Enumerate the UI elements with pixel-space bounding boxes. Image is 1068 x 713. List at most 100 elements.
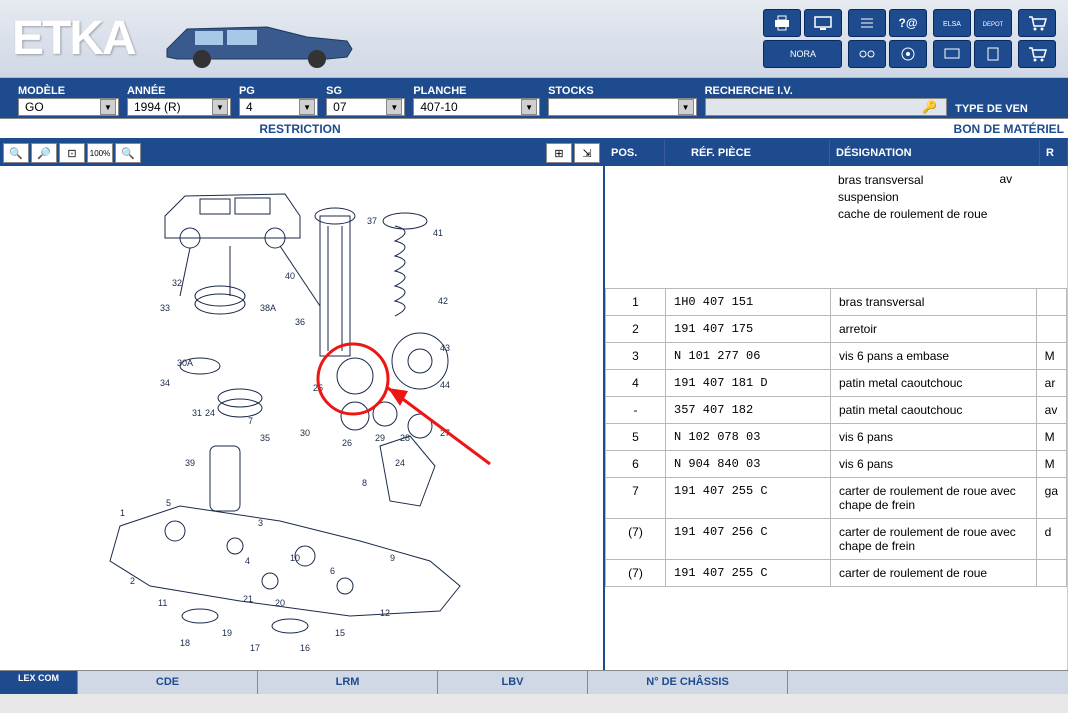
list-icon[interactable] <box>848 9 886 37</box>
modele-select[interactable]: GO▼ <box>18 98 119 116</box>
cart2-icon[interactable] <box>1018 40 1056 68</box>
table-row[interactable]: 4191 407 181 Dpatin metal caoutchoucar <box>606 370 1067 397</box>
top-description: bras transversal suspension cache de rou… <box>830 166 995 228</box>
link-icon[interactable] <box>848 40 886 68</box>
cell-pos: 1 <box>606 289 666 316</box>
type-filter: TYPE DE VEN <box>955 103 1064 116</box>
cell-designation: arretoir <box>831 316 1037 343</box>
table-row[interactable]: 11H0 407 151bras transversal <box>606 289 1067 316</box>
sub-bar: RESTRICTION BON DE MATÉRIEL <box>0 118 1068 140</box>
cell-ref: 191 407 256 C <box>666 519 831 560</box>
table-row[interactable]: 6N 904 840 03vis 6 pansM <box>606 451 1067 478</box>
zoom-out-button[interactable]: 🔍 <box>3 143 29 163</box>
cell-pos: 4 <box>606 370 666 397</box>
stocks-select[interactable]: ▼ <box>548 98 697 116</box>
cell-ref: 191 407 181 D <box>666 370 831 397</box>
table-row[interactable]: 5N 102 078 03vis 6 pansM <box>606 424 1067 451</box>
svg-text:DEPOT: DEPOT <box>983 22 1003 28</box>
planche-filter: PLANCHE 407-10▼ <box>413 85 540 116</box>
view-toggle-button[interactable]: ⊞ <box>546 143 572 163</box>
recherche-input[interactable]: 🔑 <box>705 98 948 116</box>
bon-label[interactable]: BON DE MATÉRIEL <box>600 119 1068 138</box>
doc-icon[interactable] <box>974 40 1012 68</box>
svg-text:39: 39 <box>185 458 195 468</box>
chevron-down-icon[interactable]: ▼ <box>386 99 402 115</box>
pg-filter: PG 4▼ <box>239 85 318 116</box>
nora-icon[interactable]: NORA <box>763 40 842 68</box>
monitor-icon[interactable] <box>933 40 971 68</box>
annee-select[interactable]: 1994 (R)▼ <box>127 98 231 116</box>
svg-text:3: 3 <box>258 518 263 528</box>
cell-rem: d <box>1036 519 1066 560</box>
tab-lbv[interactable]: LBV <box>438 671 588 694</box>
svg-text:31: 31 <box>192 408 202 418</box>
help-icon[interactable]: ?@ <box>889 9 927 37</box>
cell-designation: vis 6 pans <box>831 451 1037 478</box>
svg-text:8: 8 <box>362 478 367 488</box>
cell-pos: 6 <box>606 451 666 478</box>
chevron-down-icon[interactable]: ▼ <box>212 99 228 115</box>
tab-cde[interactable]: CDE <box>78 671 258 694</box>
print-icon[interactable] <box>763 9 801 37</box>
stocks-filter: STOCKS ▼ <box>548 85 697 116</box>
car-image <box>147 9 367 69</box>
tab-lex[interactable]: LEX COM <box>0 671 78 694</box>
cell-designation: carter de roulement de roue avec chape d… <box>831 478 1037 519</box>
table-row[interactable]: 2191 407 175arretoir <box>606 316 1067 343</box>
restriction-label[interactable]: RESTRICTION <box>0 119 600 138</box>
svg-text:16: 16 <box>300 643 310 653</box>
cart-icon[interactable] <box>1018 9 1056 37</box>
elsa-icon[interactable]: ELSA <box>933 9 971 37</box>
svg-text:ELSA: ELSA <box>943 21 961 28</box>
pg-select[interactable]: 4▼ <box>239 98 318 116</box>
table-row[interactable]: (7)191 407 255 Ccarter de roulement de r… <box>606 560 1067 587</box>
cell-rem: M <box>1036 451 1066 478</box>
chevron-down-icon[interactable]: ▼ <box>299 99 315 115</box>
th-designation[interactable]: DÉSIGNATION <box>830 140 1040 166</box>
tab-chassis[interactable]: N° DE CHÂSSIS <box>588 671 788 694</box>
cell-rem: M <box>1036 343 1066 370</box>
cell-pos: 3 <box>606 343 666 370</box>
wheel-icon[interactable] <box>889 40 927 68</box>
svg-text:18: 18 <box>180 638 190 648</box>
table-row[interactable]: 3N 101 277 06vis 6 pans a embaseM <box>606 343 1067 370</box>
svg-text:42: 42 <box>438 296 448 306</box>
zoom-in-button[interactable]: 🔎 <box>31 143 57 163</box>
chevron-down-icon[interactable]: ▼ <box>678 99 694 115</box>
svg-text:19: 19 <box>222 628 232 638</box>
th-rem[interactable]: R <box>1040 140 1068 166</box>
toolbar-icons: NORA ?@ ELSA DEPOT <box>763 9 1056 68</box>
zoom-100-button[interactable]: 100% <box>87 143 113 163</box>
annee-filter: ANNÉE 1994 (R)▼ <box>127 85 231 116</box>
table-row[interactable]: (7)191 407 256 Ccarter de roulement de r… <box>606 519 1067 560</box>
svg-text:41: 41 <box>433 228 443 238</box>
svg-text:44: 44 <box>440 380 450 390</box>
zoom-fit-button[interactable]: 🔍 <box>115 143 141 163</box>
cell-ref: N 102 078 03 <box>666 424 831 451</box>
planche-select[interactable]: 407-10▼ <box>413 98 540 116</box>
svg-text:?@: ?@ <box>898 16 917 30</box>
screen-icon[interactable] <box>804 9 842 37</box>
table-header: POS. RÉF. PIÈCE DÉSIGNATION R <box>605 140 1068 166</box>
table-row[interactable]: -357 407 182patin metal caoutchoucav <box>606 397 1067 424</box>
recherche-filter: RECHERCHE I.V. 🔑 <box>705 85 948 116</box>
table-row[interactable]: 7191 407 255 Ccarter de roulement de rou… <box>606 478 1067 519</box>
cell-rem <box>1036 316 1066 343</box>
depot-icon[interactable]: DEPOT <box>974 9 1012 37</box>
chevron-down-icon[interactable]: ▼ <box>100 99 116 115</box>
svg-text:20: 20 <box>275 598 285 608</box>
cell-designation: carter de roulement de roue <box>831 560 1037 587</box>
zoom-region-button[interactable]: ⊡ <box>59 143 85 163</box>
cell-rem: ar <box>1036 370 1066 397</box>
cell-designation: vis 6 pans a embase <box>831 343 1037 370</box>
svg-text:24: 24 <box>395 458 405 468</box>
tab-lrm[interactable]: LRM <box>258 671 438 694</box>
th-ref[interactable]: RÉF. PIÈCE <box>685 140 830 166</box>
th-pos[interactable]: POS. <box>605 140 665 166</box>
svg-text:28: 28 <box>400 433 410 443</box>
sg-select[interactable]: 07▼ <box>326 98 405 116</box>
expand-button[interactable]: ⇲ <box>574 143 600 163</box>
chevron-down-icon[interactable]: ▼ <box>521 99 537 115</box>
parts-diagram[interactable]: 40374142 323338A36 30A34313530 252629282… <box>0 166 603 670</box>
svg-text:9: 9 <box>390 553 395 563</box>
